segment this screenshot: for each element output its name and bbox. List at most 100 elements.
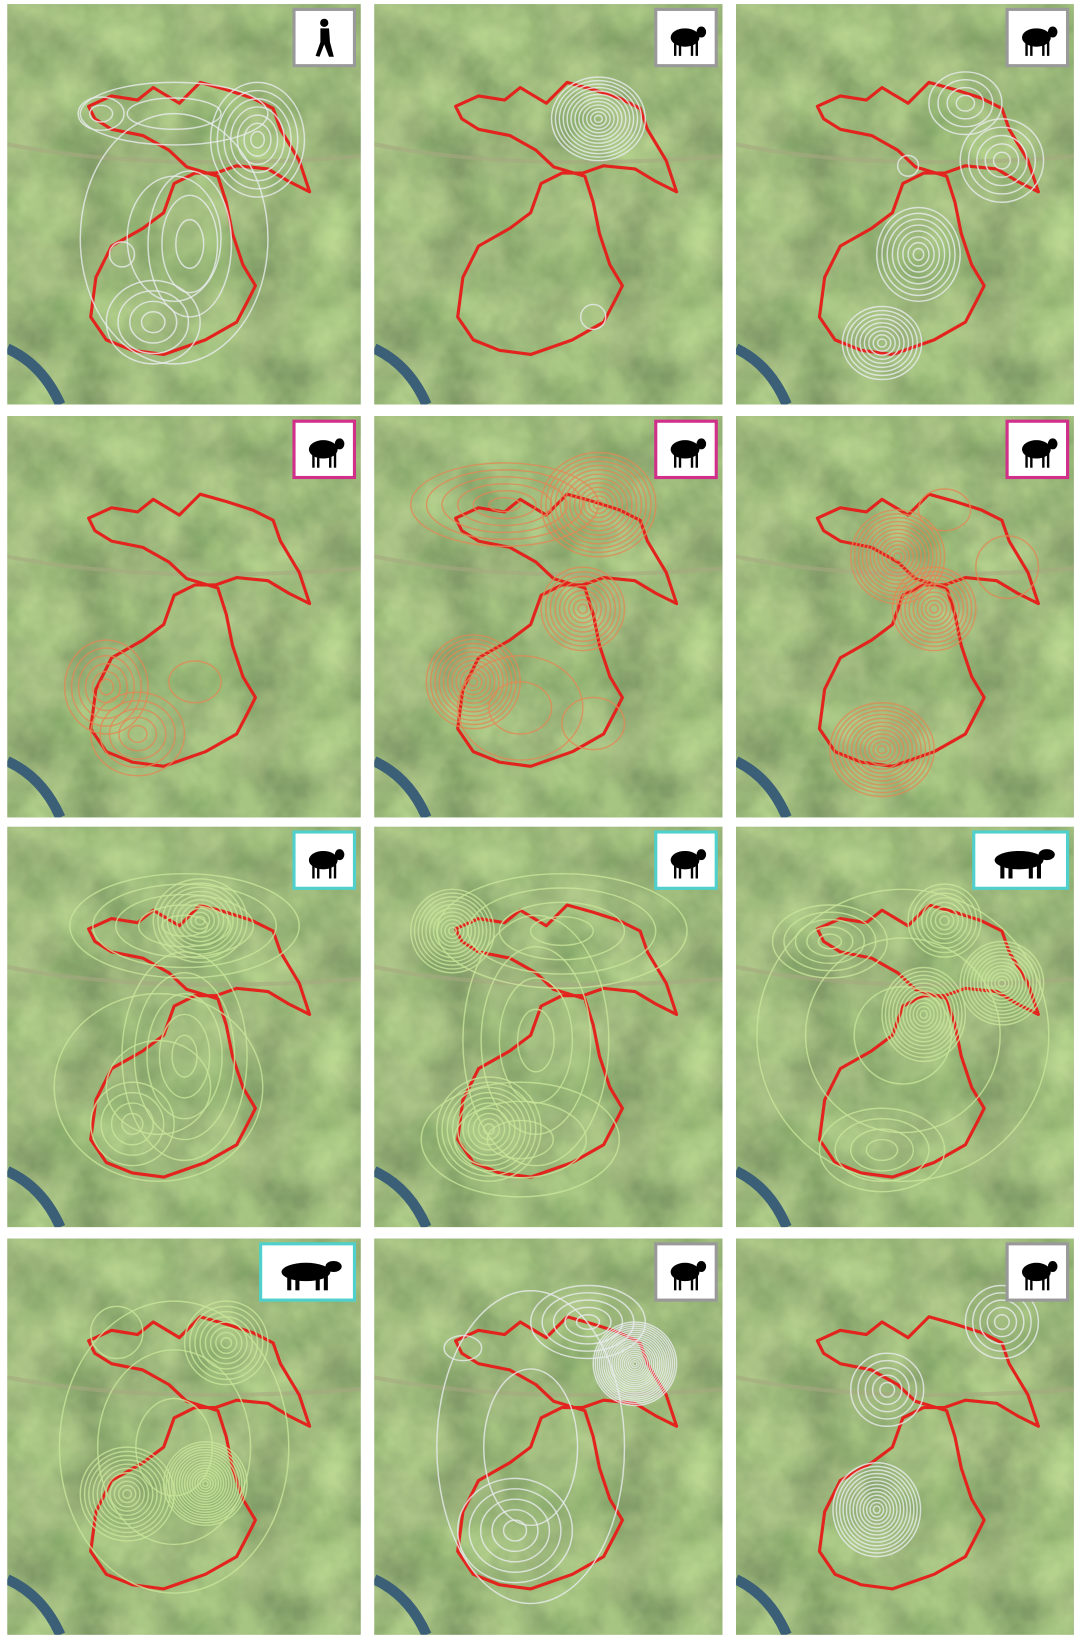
head	[334, 849, 345, 861]
density-contour	[912, 1001, 935, 1027]
density-contour	[850, 721, 914, 778]
leg	[1030, 451, 1033, 468]
density-contour	[158, 1013, 211, 1099]
density-contour	[563, 589, 603, 629]
density-contour	[573, 482, 624, 528]
head	[334, 438, 345, 450]
density-contour	[79, 112, 269, 365]
density-contour	[929, 603, 940, 614]
density-contour	[529, 1284, 647, 1360]
density-contour	[53, 992, 264, 1182]
density-contour	[209, 81, 306, 198]
leg	[1036, 862, 1041, 879]
density-contour	[140, 311, 166, 334]
density-contour	[896, 230, 941, 279]
density-contour	[955, 94, 976, 112]
leg	[1030, 1274, 1033, 1291]
river	[7, 1166, 66, 1228]
density-contour	[592, 1321, 678, 1407]
density-contour	[986, 1306, 1018, 1338]
density-contour	[58, 1300, 290, 1594]
density-contour	[574, 97, 623, 141]
density-contour	[842, 713, 922, 786]
density-contour	[117, 1484, 137, 1504]
leg	[690, 1274, 694, 1291]
density-contour	[562, 86, 635, 151]
satellite-texture	[7, 1238, 361, 1635]
density-contour	[895, 570, 973, 648]
density-contour	[183, 1300, 269, 1386]
density-contour	[861, 520, 934, 593]
density-contour	[864, 1367, 910, 1413]
density-contour	[865, 1138, 899, 1162]
density-contour	[876, 744, 888, 755]
density-contour	[990, 972, 1014, 995]
density-contour	[568, 594, 598, 624]
density-contour	[971, 1292, 1032, 1352]
density-contour	[428, 907, 476, 955]
study-area-boundary	[87, 1315, 312, 1591]
river	[736, 343, 792, 405]
leg	[295, 1274, 300, 1291]
density-contour	[939, 915, 950, 926]
density-contour	[486, 1119, 554, 1160]
density-contour	[966, 947, 1038, 1019]
density-contour	[959, 118, 1045, 203]
density-contour	[447, 926, 457, 936]
valley	[7, 964, 361, 987]
density-contour	[133, 972, 236, 1141]
map-panel	[374, 415, 723, 818]
density-contour	[889, 548, 907, 566]
density-contour	[976, 958, 1027, 1009]
density-contour	[559, 469, 638, 541]
study-area-boundary	[815, 80, 1040, 357]
density-contour	[126, 97, 222, 131]
density-contour	[588, 495, 609, 515]
density-contour	[410, 462, 600, 548]
density-contour	[467, 887, 657, 975]
map-panel	[374, 1238, 723, 1635]
density-contour	[925, 901, 964, 940]
density-contour	[846, 717, 918, 782]
leg	[674, 39, 677, 56]
density-contour	[997, 978, 1007, 988]
density-contour	[575, 1313, 601, 1331]
icon-silhouette	[308, 849, 345, 879]
density-contour	[859, 1490, 895, 1529]
density-contour	[598, 1327, 672, 1400]
satellite-texture	[374, 415, 723, 818]
density-contour	[884, 970, 963, 1059]
density-contour	[907, 241, 930, 267]
density-contour	[157, 882, 244, 959]
density-contour	[178, 1456, 233, 1511]
density-contour	[600, 1329, 670, 1398]
leg	[1028, 862, 1033, 879]
density-contour	[881, 966, 967, 1063]
satellite-texture	[374, 1238, 723, 1635]
density-contour	[420, 1081, 621, 1198]
density-contour	[204, 1321, 248, 1365]
density-contour	[421, 899, 484, 963]
leg	[1008, 862, 1013, 879]
icon-silhouette	[670, 849, 707, 879]
density-contour	[468, 1488, 562, 1573]
leg	[674, 862, 677, 879]
density-contour	[891, 978, 956, 1051]
river	[736, 756, 792, 818]
density-contour	[891, 566, 977, 652]
density-contour	[794, 918, 866, 965]
icon-silhouette	[1021, 1260, 1058, 1291]
leg	[695, 1274, 698, 1291]
density-contour	[909, 998, 939, 1031]
density-contour	[181, 1459, 230, 1508]
density-contour	[569, 477, 628, 532]
density-contour	[194, 1310, 259, 1375]
head	[1038, 849, 1055, 861]
density-contour	[577, 603, 589, 615]
density-contour	[554, 79, 643, 158]
density-contour	[100, 1467, 154, 1521]
density-contour	[973, 954, 1031, 1012]
density-contour	[921, 897, 969, 945]
density-contour	[202, 1480, 209, 1487]
density-contour	[855, 725, 909, 774]
